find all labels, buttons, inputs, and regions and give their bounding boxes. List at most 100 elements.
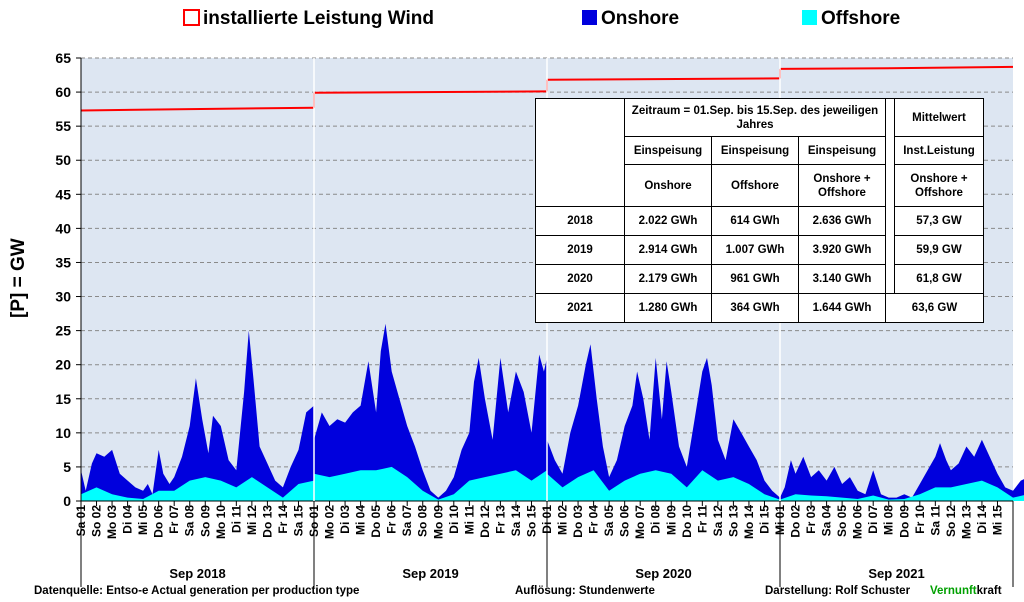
table-header-inst: Inst.Leistung bbox=[894, 136, 984, 165]
y-tick-label: 65 bbox=[55, 50, 71, 66]
x-tick-label: Fr 07 bbox=[167, 505, 181, 534]
x-tick-label: Sa 14 bbox=[509, 505, 523, 537]
x-tick-label: Di 03 bbox=[338, 505, 352, 534]
x-tick-label: Sa 08 bbox=[183, 505, 197, 537]
legend-offshore-swatch bbox=[802, 10, 817, 25]
series-areas bbox=[81, 323, 1024, 501]
table-mean-header: Mittelwert bbox=[894, 98, 984, 137]
y-axis-label: [P] = GW bbox=[8, 238, 29, 318]
x-tick-label: Sa 04 bbox=[820, 505, 834, 537]
x-tick-label: Mi 04 bbox=[354, 505, 368, 535]
table-header-both: Onshore + Offshore bbox=[798, 164, 886, 207]
table-header-offshore: Offshore bbox=[711, 164, 799, 207]
installed-capacity-lines bbox=[80, 65, 1014, 112]
table-cell-total: 2.636 GWh bbox=[798, 206, 886, 236]
legend-installed-label: installierte Leistung Wind bbox=[203, 8, 434, 29]
x-tick-label: Fr 10 bbox=[913, 505, 927, 534]
table-header-feed-on: Einspeisung bbox=[624, 136, 712, 165]
table-row-year: 2019 bbox=[535, 235, 625, 265]
table-cell-total: 1.644 GWh bbox=[798, 293, 886, 323]
x-tick-label: Di 07 bbox=[866, 505, 880, 534]
x-tick-label: So 06 bbox=[618, 505, 632, 537]
table-cell-offshore: 364 GWh bbox=[711, 293, 799, 323]
panel-label: Sep 2018 bbox=[169, 566, 225, 581]
y-tick-label: 10 bbox=[55, 425, 71, 441]
y-tick-label: 40 bbox=[55, 220, 71, 236]
table-cell-offshore: 614 GWh bbox=[711, 206, 799, 236]
x-tick-label: Sa 05 bbox=[602, 505, 616, 537]
x-tick-label: Sa 07 bbox=[400, 505, 414, 537]
y-tick-labels: 0 5 10 15 20 25 30 35 40 45 50 55 60 65 bbox=[55, 50, 71, 509]
offshore-area bbox=[81, 466, 1024, 501]
legend-installed-swatch bbox=[183, 9, 200, 26]
x-tick-label: Di 04 bbox=[121, 505, 135, 534]
x-tick-labels: Sa 01 So 02 Mo 03 Di 04 Mi 05 Do 06 Fr 07 Sa 08… bbox=[74, 505, 1005, 539]
x-tick-label: Fr 06 bbox=[385, 505, 399, 534]
x-tick-label: So 09 bbox=[198, 505, 212, 537]
x-tick-label: Mo 09 bbox=[431, 505, 445, 539]
x-tick-label: So 12 bbox=[944, 505, 958, 537]
x-tick-label: Di 15 bbox=[758, 505, 772, 534]
x-tick-label: So 13 bbox=[726, 505, 740, 537]
y-tick-label: 20 bbox=[55, 357, 71, 373]
x-tick-label: Do 06 bbox=[152, 505, 166, 538]
table-header-inst-both: Onshore + Offshore bbox=[894, 164, 984, 207]
x-tick-label: Di 10 bbox=[447, 505, 461, 534]
y-tick-label: 50 bbox=[55, 152, 71, 168]
y-tick-label: 0 bbox=[63, 493, 71, 509]
x-tick-label: Fr 14 bbox=[276, 505, 290, 534]
x-tick-label: Di 08 bbox=[649, 505, 663, 534]
x-tick-label: Sa 12 bbox=[711, 505, 725, 537]
x-tick-label: Mo 07 bbox=[633, 505, 647, 539]
x-tick-label: Fr 11 bbox=[695, 505, 709, 533]
table-header-onshore: Onshore bbox=[624, 164, 712, 207]
panel-label: Sep 2020 bbox=[635, 566, 691, 581]
panel-label: Sep 2021 bbox=[868, 566, 924, 581]
table-cell-offshore: 961 GWh bbox=[711, 264, 799, 294]
table-row-year: 2021 bbox=[535, 293, 625, 323]
onshore-area bbox=[81, 323, 1024, 501]
brand-logo: Vernunftkraft bbox=[930, 585, 1002, 597]
y-tick-label: 55 bbox=[55, 118, 71, 134]
table-corner bbox=[535, 98, 625, 207]
legend-onshore-swatch bbox=[582, 10, 597, 25]
table-cell-offshore: 1.007 GWh bbox=[711, 235, 799, 265]
table-cell-total: 3.140 GWh bbox=[798, 264, 886, 294]
source-text: Datenquelle: Entso-e Actual generation p… bbox=[34, 585, 359, 597]
legend: installierte Leistung Wind Onshore Offsh… bbox=[183, 8, 900, 29]
x-tick-label: Mo 14 bbox=[742, 505, 756, 539]
y-tick-label: 35 bbox=[55, 254, 71, 270]
x-tick-label: Sa 15 bbox=[292, 505, 306, 537]
table-cell-onshore: 1.280 GWh bbox=[624, 293, 712, 323]
table-cell-inst: 57,3 GW bbox=[894, 206, 984, 236]
table-cell-total: 3.920 GWh bbox=[798, 235, 886, 265]
panel-label: Sep 2019 bbox=[402, 566, 458, 581]
table-header-feed-both: Einspeisung bbox=[798, 136, 886, 165]
resolution-text: Auflösung: Stundenwerte bbox=[515, 585, 655, 597]
table-header-feed-off: Einspeisung bbox=[711, 136, 799, 165]
y-tick-label: 60 bbox=[55, 84, 71, 100]
x-tick-label: So 05 bbox=[835, 505, 849, 537]
x-tick-label: Mo 13 bbox=[959, 505, 973, 539]
brand-part-a: Vernunft bbox=[930, 585, 977, 597]
x-tick-label: Mo 02 bbox=[323, 505, 337, 539]
x-tick-label: Do 13 bbox=[260, 505, 274, 538]
y-tick-label: 5 bbox=[63, 459, 71, 475]
x-tick-label: Fr 03 bbox=[804, 505, 818, 534]
y-tick-label: 45 bbox=[55, 186, 71, 202]
brand-part-b: kraft bbox=[977, 585, 1002, 597]
y-tick-label: 15 bbox=[55, 391, 71, 407]
x-tick-label: Mi 08 bbox=[882, 505, 896, 535]
installed-line bbox=[80, 106, 315, 112]
x-tick-label: Mi 09 bbox=[664, 505, 678, 535]
table-cell-onshore: 2.914 GWh bbox=[624, 235, 712, 265]
x-tick-label: Do 09 bbox=[897, 505, 911, 538]
summary-table: Zeitraum = 01.Sep. bis 15.Sep. des jewei… bbox=[535, 98, 984, 323]
x-tick-label: Sa 11 bbox=[928, 505, 942, 536]
table-cell-onshore: 2.022 GWh bbox=[624, 206, 712, 236]
table-cell-inst: 61,8 GW bbox=[894, 264, 984, 294]
x-tick-label: So 15 bbox=[525, 505, 539, 537]
panel-labels: Sep 2018 Sep 2019 Sep 2020 Sep 2021 bbox=[169, 566, 924, 581]
table-row-year: 2018 bbox=[535, 206, 625, 236]
x-tick-label: So 02 bbox=[90, 505, 104, 537]
